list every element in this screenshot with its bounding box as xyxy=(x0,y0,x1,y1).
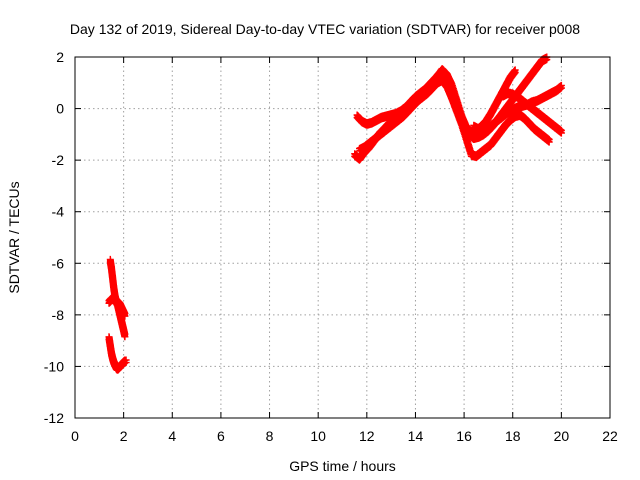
y-tick-label: -4 xyxy=(52,204,65,220)
y-tick-label: -8 xyxy=(52,307,65,323)
x-axis-title: GPS time / hours xyxy=(289,458,396,474)
data-point-markers xyxy=(499,88,565,137)
x-tick-label: 6 xyxy=(217,428,225,444)
data-point-markers xyxy=(105,293,129,320)
x-tick-label: 18 xyxy=(505,428,521,444)
tick-labels: 0 2 4 6 8 10 12 14 16 18 20 22 -12 -10 -8 -6 -4 -2 0 2 xyxy=(44,49,618,444)
x-tick-label: 10 xyxy=(310,428,326,444)
x-tick-label: 2 xyxy=(120,428,128,444)
data-point-markers xyxy=(105,333,130,374)
series-track-f xyxy=(356,75,553,162)
plot-frame xyxy=(74,56,611,419)
series-track-h xyxy=(499,88,565,137)
x-tick-label: 22 xyxy=(602,428,618,444)
x-tick-label: 14 xyxy=(408,428,424,444)
data-series xyxy=(105,53,565,374)
chart-title: Day 132 of 2019, Sidereal Day-to-day VTE… xyxy=(70,21,580,37)
data-point-markers xyxy=(356,75,553,162)
y-tick-label: -2 xyxy=(52,152,65,168)
series-track-c xyxy=(105,333,130,374)
y-axis-title: SDTVAR / TECUs xyxy=(6,181,22,293)
x-tick-label: 4 xyxy=(168,428,176,444)
y-tick-label: 0 xyxy=(56,101,64,117)
x-tick-label: 20 xyxy=(554,428,570,444)
x-tick-label: 12 xyxy=(359,428,375,444)
x-tick-label: 0 xyxy=(71,428,79,444)
y-tick-label: 2 xyxy=(56,49,64,65)
x-tick-label: 8 xyxy=(266,428,274,444)
x-tick-label: 16 xyxy=(456,428,472,444)
series-track-b xyxy=(105,293,129,320)
y-tick-label: -12 xyxy=(44,410,64,426)
y-tick-label: -10 xyxy=(44,358,64,374)
y-tick-label: -6 xyxy=(52,255,65,271)
